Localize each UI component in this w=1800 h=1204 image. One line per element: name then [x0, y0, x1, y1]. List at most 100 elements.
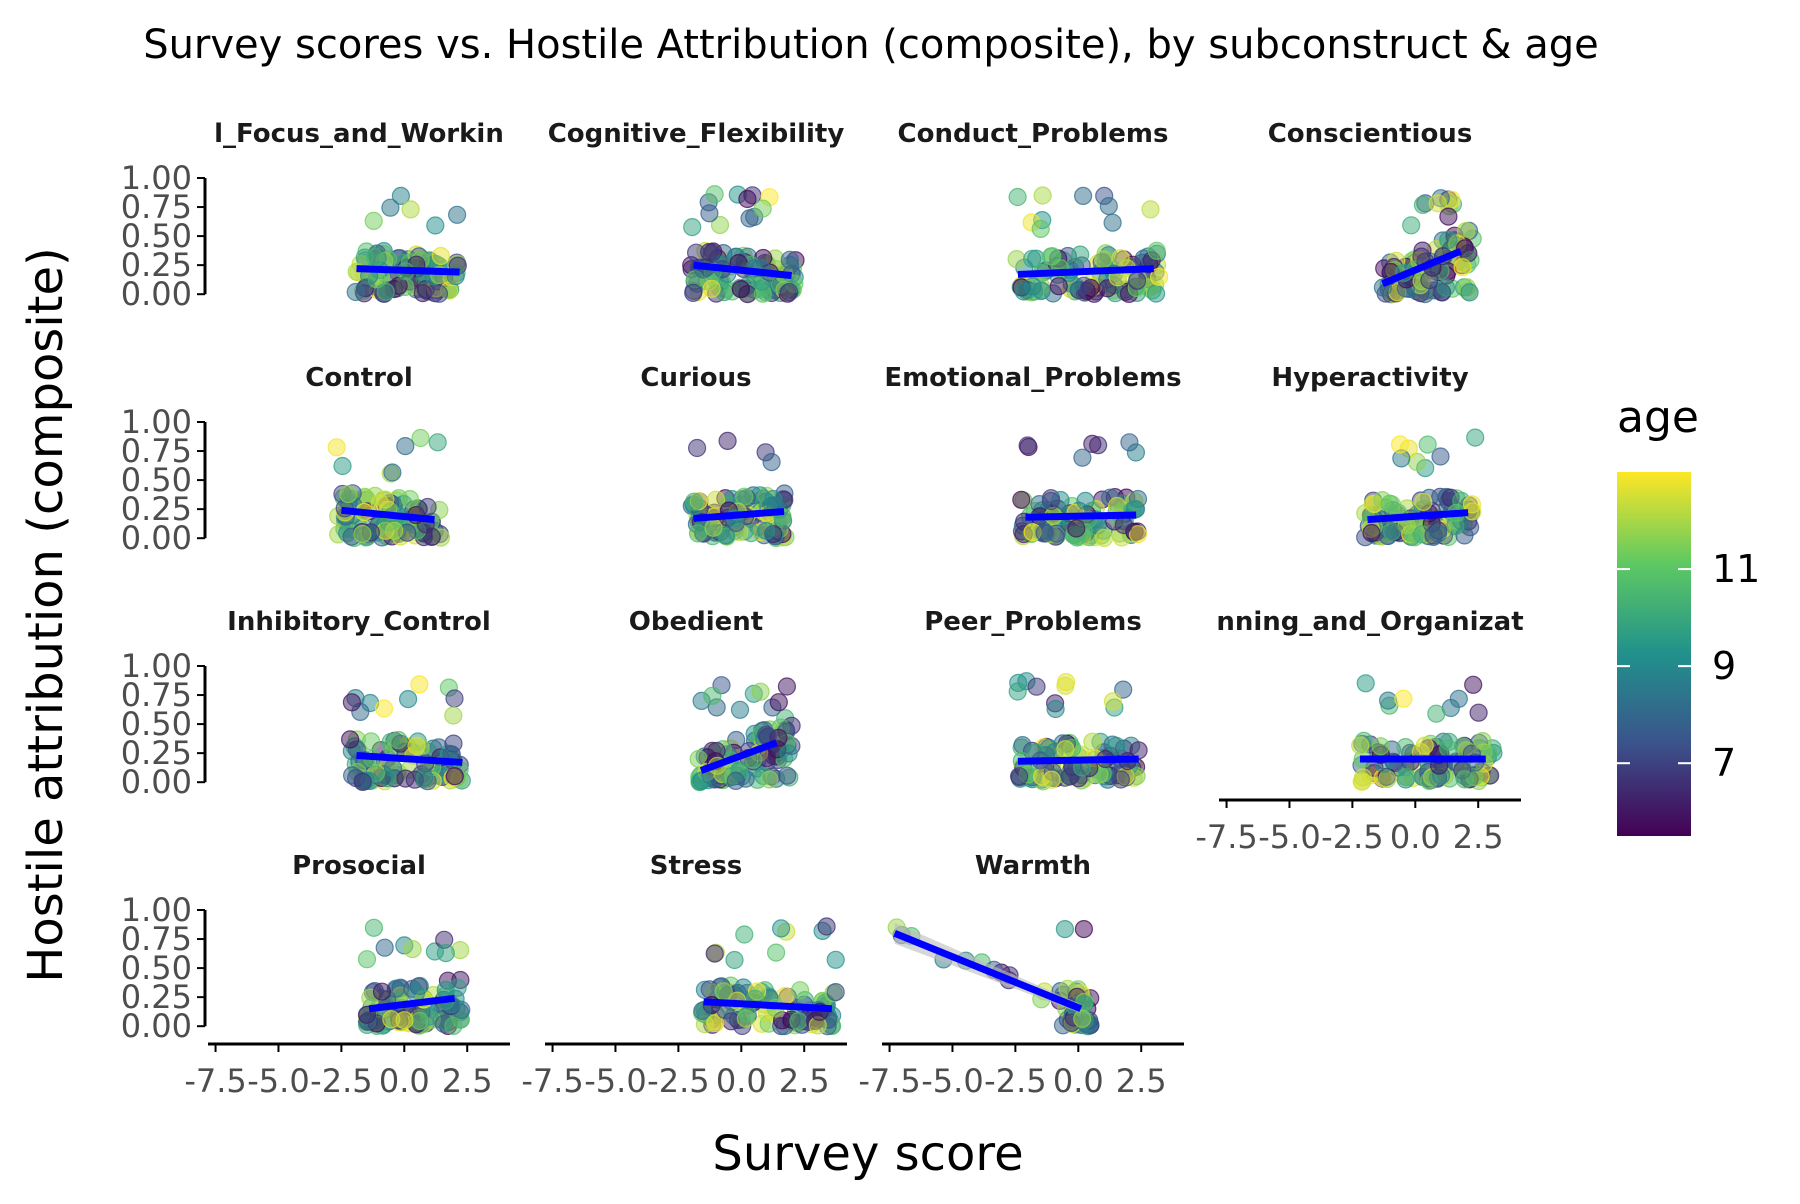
panel-8: Hyperactivity [1271, 363, 1485, 547]
panel-10: Obedient [629, 607, 801, 792]
data-point [766, 943, 786, 962]
data-point [1141, 200, 1160, 219]
y-tick-label: 1.00 [121, 403, 192, 441]
panel-12: nning_and_Organizat -7.5 -5.0 -2.5 0.0 2.5 [1195, 607, 1523, 856]
data-point [395, 1011, 414, 1030]
x-tick-label: -7.5 [858, 1062, 920, 1100]
data-point [779, 744, 798, 763]
panel-4: Conscientious [1268, 119, 1482, 304]
fit-line [1381, 247, 1462, 287]
x-tick-label: 0.0 [1390, 818, 1441, 856]
data-point [1396, 737, 1415, 757]
data-point [444, 706, 463, 725]
panel-9: Inhibitory_Control 0.000.250.500.751.00 [121, 607, 491, 801]
colorbar-tick-label: 7 [1712, 741, 1736, 785]
data-point [1356, 674, 1375, 693]
data-point [1466, 428, 1485, 447]
y-tick-label: 0.50 [121, 461, 192, 499]
data-point [372, 982, 392, 1001]
data-point [448, 205, 467, 224]
data-point [740, 209, 759, 228]
data-point [780, 250, 799, 269]
data-point [410, 675, 429, 694]
panel-strip-label: Conduct_Problems [898, 119, 1169, 149]
data-point [429, 284, 449, 303]
data-point [779, 283, 799, 302]
age-colorbar-legend: age 7 9 11 [1617, 392, 1760, 836]
data-point [1146, 284, 1166, 303]
data-point [1012, 490, 1031, 509]
data-point [1460, 283, 1479, 302]
panel-strip-label: Control [305, 363, 412, 393]
data-point [1418, 435, 1437, 454]
data-point [1439, 207, 1458, 226]
panel-5: Control 0.000.250.500.751.00 [121, 363, 450, 557]
data-point [444, 1016, 463, 1036]
data-point [1094, 528, 1114, 548]
fit-line [703, 998, 833, 1013]
data-point [1362, 523, 1381, 543]
data-point [333, 456, 352, 476]
data-point [431, 246, 450, 266]
x-tick-label: 2.5 [442, 1062, 493, 1100]
panel-strip-label: Curious [640, 363, 751, 393]
x-tick-label: -7.5 [184, 1062, 246, 1100]
data-point [1473, 731, 1492, 751]
data-point [1073, 186, 1093, 205]
y-tick-label: 0.00 [121, 1007, 192, 1045]
data-point [702, 279, 721, 298]
panel-3: Conduct_Problems [898, 119, 1169, 303]
data-point [1114, 680, 1133, 699]
data-point [686, 243, 706, 262]
colorbar-tick-label: 11 [1712, 547, 1760, 591]
data-point [751, 682, 770, 701]
data-point [381, 198, 400, 217]
data-point [1056, 672, 1076, 692]
data-point [826, 982, 845, 1002]
data-point [778, 766, 797, 785]
data-point [1073, 448, 1092, 467]
data-point [1378, 691, 1398, 710]
x-tick-label: 2.5 [1453, 818, 1504, 856]
y-tick-label: 0.00 [121, 519, 192, 557]
data-point [718, 431, 737, 450]
data-point [1394, 689, 1413, 708]
data-point [706, 490, 726, 509]
data-point [418, 497, 437, 517]
colorbar [1617, 472, 1691, 836]
panel-strip-label: Warmth [975, 851, 1091, 881]
data-point [1397, 768, 1416, 787]
data-point [415, 768, 434, 787]
data-point [702, 244, 721, 263]
y-tick-label: 0.25 [121, 246, 192, 284]
data-point [1023, 277, 1042, 296]
y-tick-label: 0.50 [121, 217, 192, 255]
data-point [1351, 736, 1370, 755]
data-point [826, 950, 845, 969]
data-point [1469, 703, 1488, 722]
data-point [396, 437, 415, 456]
data-point [1402, 216, 1421, 235]
data-point [1382, 522, 1401, 541]
y-tick-label: 0.50 [121, 949, 192, 987]
fit-line [1025, 511, 1137, 521]
data-point [1046, 699, 1065, 719]
data-point [710, 215, 730, 235]
panel-strip-label: Peer_Problems [924, 607, 1142, 637]
data-point [1031, 219, 1050, 238]
fit-line [1017, 265, 1154, 278]
x-tick-label: 0.0 [379, 1062, 430, 1100]
x-tick-label: 2.5 [1116, 1062, 1167, 1100]
chart-title: Survey scores vs. Hostile Attribution (c… [143, 22, 1599, 68]
panel-11: Peer_Problems [924, 607, 1148, 791]
x-tick-label: 0.0 [1053, 1062, 1104, 1100]
data-point [1018, 436, 1037, 455]
data-point [1428, 524, 1448, 543]
x-tick-label: 0.0 [716, 1062, 767, 1100]
panel-strip-label: Stress [650, 851, 743, 881]
fit-line [1017, 755, 1139, 765]
data-point [1390, 435, 1410, 454]
data-point [704, 518, 723, 537]
data-point [364, 211, 383, 230]
data-point [1436, 278, 1456, 297]
